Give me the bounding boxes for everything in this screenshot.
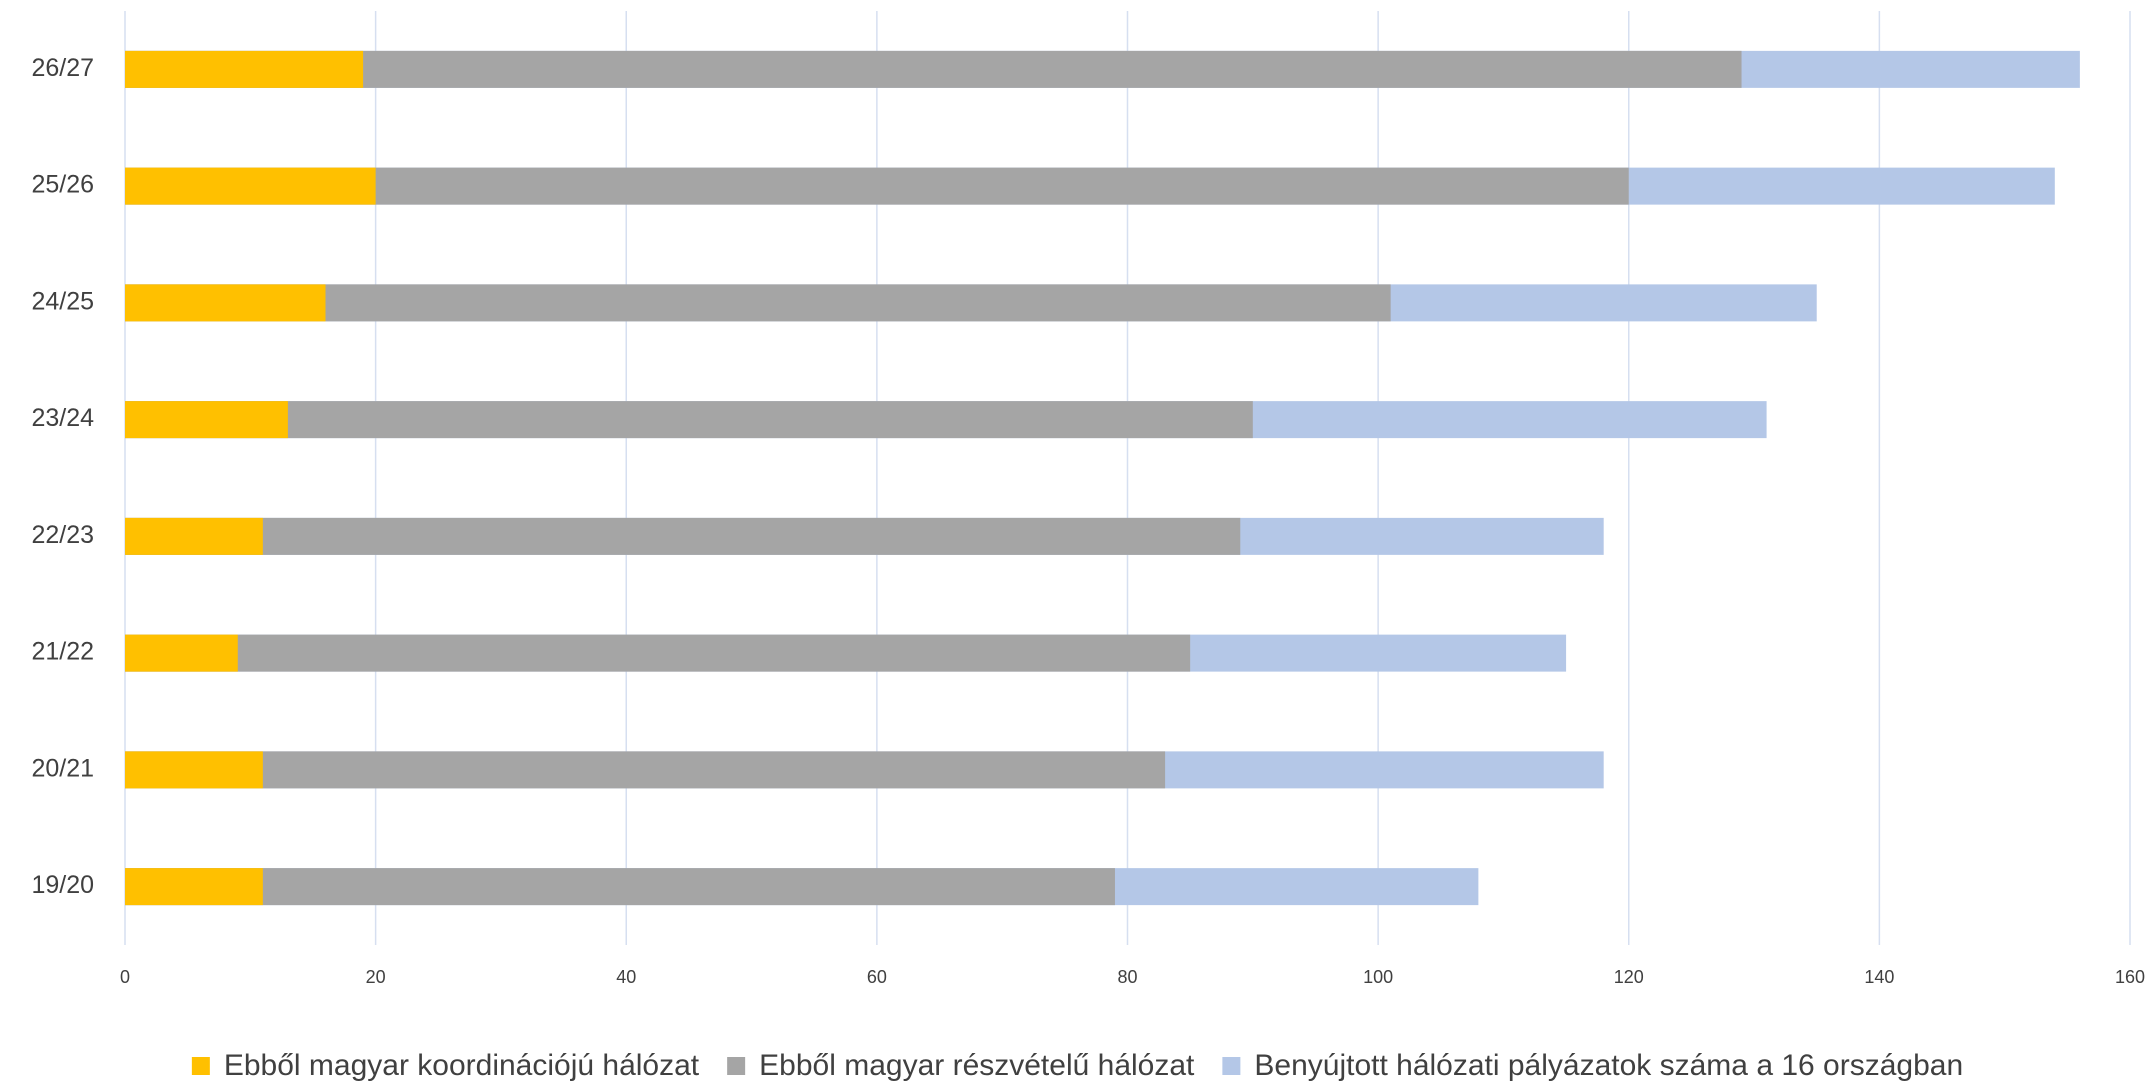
bar <box>125 517 1241 555</box>
bar <box>125 868 263 906</box>
bar <box>125 634 238 672</box>
y-tick-label: 20/21 <box>31 754 94 782</box>
bar <box>125 634 1191 672</box>
legend-swatch <box>191 1057 210 1075</box>
bar <box>125 517 263 555</box>
bar <box>125 284 1391 322</box>
x-tick-label: 80 <box>1117 967 1137 987</box>
legend-label: Ebből magyar részvételű hálózat <box>759 1049 1195 1082</box>
bar <box>125 50 364 88</box>
bar <box>125 50 1742 88</box>
bar <box>125 751 263 789</box>
legend-swatch <box>1222 1057 1241 1075</box>
legend-swatch <box>727 1057 746 1075</box>
y-tick-label: 21/22 <box>31 638 94 666</box>
x-tick-label: 160 <box>2115 967 2145 987</box>
x-tick-label: 60 <box>867 967 887 987</box>
y-tick-label: 23/24 <box>31 404 94 432</box>
x-tick-label: 140 <box>1864 967 1894 987</box>
y-tick-label: 24/25 <box>31 287 94 315</box>
y-tick-label: 19/20 <box>31 871 94 899</box>
legend-label: Benyújtott hálózati pályázatok száma a 1… <box>1254 1049 1963 1082</box>
bar <box>125 751 1166 789</box>
legend-label: Ebből magyar koordinációjú hálózat <box>224 1049 700 1082</box>
y-tick-label: 26/27 <box>31 54 94 82</box>
x-tick-label: 120 <box>1614 967 1644 987</box>
x-tick-label: 40 <box>616 967 636 987</box>
x-tick-label: 0 <box>120 967 130 987</box>
bar <box>125 401 288 439</box>
bar <box>125 401 1253 439</box>
bar <box>125 167 376 205</box>
y-tick-label: 22/23 <box>31 521 94 549</box>
x-tick-label: 20 <box>366 967 386 987</box>
bar <box>125 868 1115 906</box>
y-tick-label: 25/26 <box>31 171 94 199</box>
bar <box>125 284 326 322</box>
x-tick-label: 100 <box>1363 967 1393 987</box>
